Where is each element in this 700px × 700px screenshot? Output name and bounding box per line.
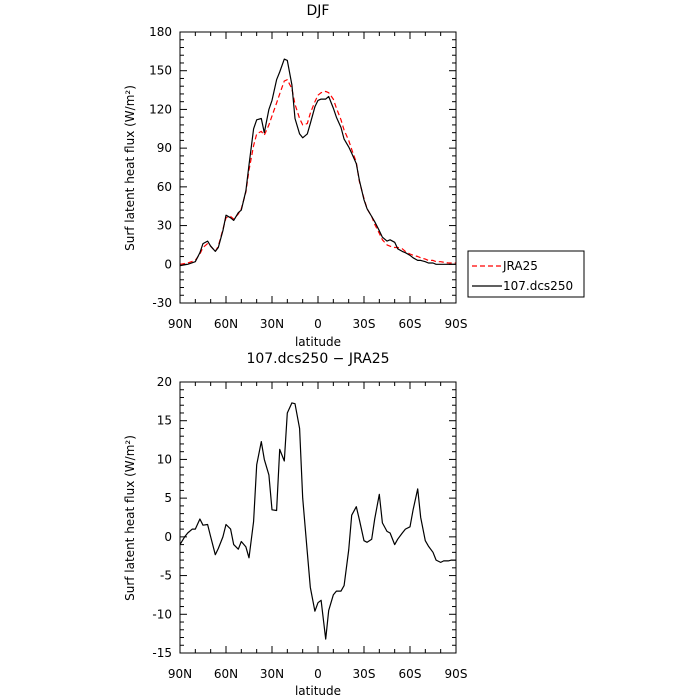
x-axis-label: latitude	[295, 335, 341, 349]
difference-panel: 107.dcs250 − JRA25 -15 -10 -5 0 5 10 15 20 90N 6…	[123, 351, 467, 698]
x-tick-label: 30S	[353, 667, 376, 681]
panel-title: 107.dcs250 − JRA25	[246, 351, 389, 367]
legend-box	[467, 250, 585, 298]
y-tick-label: 10	[157, 452, 172, 466]
y-tick-label: 5	[164, 491, 172, 505]
y-tick-labels: -15 -10 -5 0 5 10 15 20	[152, 375, 172, 660]
x-tick-label: 60N	[214, 317, 238, 331]
series-line-107-dcs250	[179, 58, 456, 267]
y-tick-label: 30	[157, 219, 172, 233]
y-tick-label: 60	[157, 180, 172, 194]
x-tick-label: 60S	[399, 317, 422, 331]
y-tick-label: -15	[152, 646, 172, 660]
y-axis-label: Surf latent heat flux (W/m²)	[123, 85, 137, 251]
series-line-difference	[179, 402, 456, 640]
y-tick-label: 150	[149, 64, 172, 78]
y-tick-label: 15	[157, 414, 172, 428]
x-tick-label: 0	[314, 317, 322, 331]
y-axis-label: Surf latent heat flux (W/m²)	[123, 435, 137, 601]
x-tick-label: 30S	[353, 317, 376, 331]
x-tick-label: 0	[314, 667, 322, 681]
panel-title: DJF	[307, 3, 330, 19]
series-line-jra25	[179, 79, 456, 265]
y-tick-label: 20	[157, 375, 172, 389]
y-tick-labels: -30 0 30 60 90 120 150 180	[149, 25, 172, 310]
x-tick-label: 90S	[445, 317, 468, 331]
y-tick-label: -30	[152, 296, 172, 310]
x-tick-labels: 90N 60N 30N 0 30S 60S 90S	[168, 317, 468, 331]
series-lines	[179, 58, 456, 267]
plot-frame	[179, 31, 457, 304]
djf-panel: DJF -30 0 30 60 90 120 150 180 90N 60N 30N 0 30S 60S…	[123, 3, 585, 349]
x-axis-label: latitude	[295, 684, 341, 698]
x-tick-label: 90N	[168, 317, 192, 331]
y-tick-label: 180	[149, 25, 172, 39]
y-tick-label: 0	[164, 257, 172, 271]
legend: JRA25 107.dcs250	[467, 250, 585, 298]
y-tick-label: -5	[160, 569, 172, 583]
x-tick-label: 60N	[214, 667, 238, 681]
tick-marks	[179, 31, 457, 304]
plot-frame	[179, 381, 457, 654]
tick-marks	[179, 381, 457, 654]
x-tick-label: 30N	[260, 667, 284, 681]
y-tick-label: 120	[149, 102, 172, 116]
x-tick-label: 60S	[399, 667, 422, 681]
x-tick-label: 90N	[168, 667, 192, 681]
legend-label-107-dcs250: 107.dcs250	[503, 279, 573, 293]
series-lines	[179, 402, 456, 640]
x-tick-labels: 90N 60N 30N 0 30S 60S 90S	[168, 667, 468, 681]
x-tick-label: 90S	[445, 667, 468, 681]
y-tick-label: -10	[152, 607, 172, 621]
x-tick-label: 30N	[260, 317, 284, 331]
y-tick-label: 0	[164, 530, 172, 544]
y-tick-label: 90	[157, 141, 172, 155]
legend-label-jra25: JRA25	[502, 259, 538, 273]
